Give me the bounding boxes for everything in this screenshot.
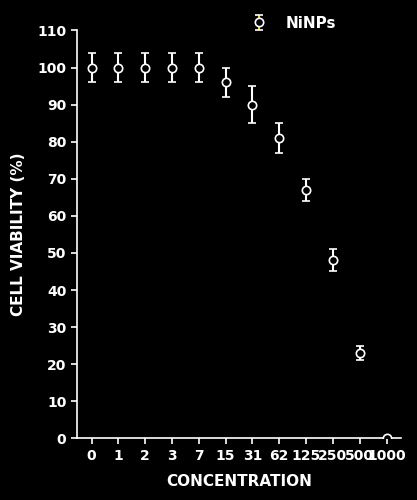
Legend: NiNPs: NiNPs — [234, 10, 342, 36]
Y-axis label: CELL VIABILITY (%): CELL VIABILITY (%) — [11, 152, 26, 316]
X-axis label: CONCENTRATION: CONCENTRATION — [166, 474, 312, 489]
